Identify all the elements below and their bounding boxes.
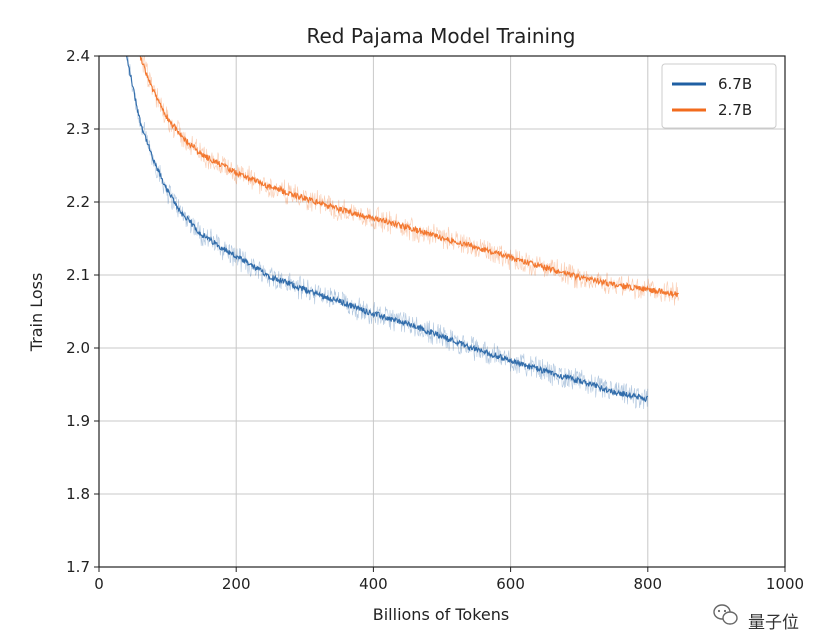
wechat-icon [713, 604, 738, 625]
data-point [339, 301, 340, 302]
y-axis-title: Train Loss [27, 273, 46, 353]
x-tick-label: 0 [94, 575, 104, 593]
data-point [544, 267, 545, 268]
data-point [201, 234, 202, 235]
data-point [678, 294, 679, 295]
data-point [236, 256, 237, 257]
series-2-7B [139, 56, 679, 306]
series-line [126, 56, 648, 403]
x-tick-label: 400 [359, 575, 388, 593]
data-point [613, 391, 614, 392]
data-point [613, 284, 614, 285]
data-point [407, 323, 408, 324]
y-tick-label: 1.8 [66, 485, 90, 503]
legend-box [661, 63, 777, 129]
chart-title: Red Pajama Model Training [306, 24, 575, 48]
y-tick-label: 2.0 [66, 339, 90, 357]
y-tick-label: 2.1 [66, 266, 90, 284]
y-tick-label: 2.4 [66, 47, 90, 65]
watermark: 量子位 [713, 604, 799, 633]
y-tick-label: 2.3 [66, 120, 90, 138]
legend-label: 2.7B [718, 101, 752, 119]
data-point [181, 136, 182, 137]
axis-ticks: 0 200 400 600 800 1000 1.7 1.8 1.9 2.0 2.1 2.2 2.3 2.… [66, 47, 804, 593]
data-point [236, 172, 237, 173]
data-point [167, 118, 168, 119]
data-point [304, 198, 305, 199]
y-tick-label: 1.9 [66, 412, 90, 430]
data-point [140, 121, 141, 122]
x-tick-label: 600 [496, 575, 525, 593]
series-layer [126, 56, 679, 410]
plot-frame [98, 55, 786, 568]
data-point [476, 247, 477, 248]
data-point [153, 161, 154, 162]
x-axis-title: Billions of Tokens [373, 605, 509, 624]
series-line [139, 56, 679, 299]
data-point [304, 289, 305, 290]
data-point [579, 277, 580, 278]
data-point [407, 227, 408, 228]
legend-label: 6.7B [718, 75, 752, 93]
data-point [270, 187, 271, 188]
x-tick-label: 1000 [766, 575, 804, 593]
series-noise-band [126, 56, 649, 410]
data-point [442, 336, 443, 337]
data-point [510, 360, 511, 361]
data-point [647, 289, 648, 290]
series-noise-band [139, 56, 679, 306]
data-point [153, 92, 154, 93]
data-point [442, 237, 443, 238]
watermark-text: 量子位 [748, 613, 799, 633]
x-tick-label: 800 [633, 575, 662, 593]
y-tick-label: 2.2 [66, 193, 90, 211]
data-point [544, 371, 545, 372]
series-6-7B [126, 56, 649, 410]
data-point [510, 257, 511, 258]
data-point [201, 154, 202, 155]
data-point [373, 218, 374, 219]
legend: 6.7B 2.7B [661, 63, 777, 129]
data-point [181, 212, 182, 213]
data-point [270, 276, 271, 277]
y-tick-label: 1.7 [66, 558, 90, 576]
x-tick-label: 200 [222, 575, 251, 593]
data-point [373, 313, 374, 314]
data-point [476, 349, 477, 350]
data-point [579, 380, 580, 381]
data-point [647, 399, 648, 400]
data-point [167, 191, 168, 192]
data-point [339, 209, 340, 210]
